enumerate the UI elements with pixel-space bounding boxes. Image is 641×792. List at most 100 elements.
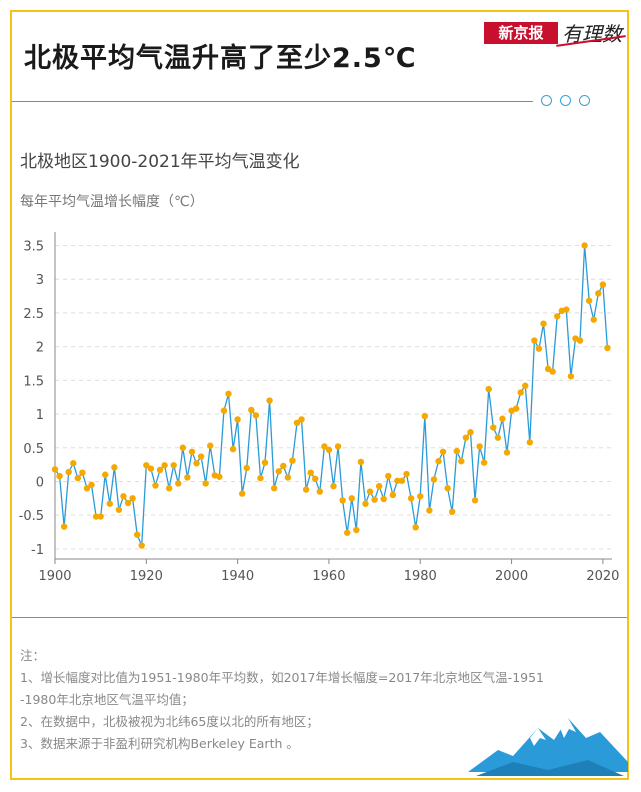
temperature-line <box>54 245 609 546</box>
data-point <box>280 462 287 470</box>
data-point <box>554 313 561 320</box>
data-point <box>161 462 168 469</box>
y-tick-label: 1.5 <box>23 374 44 389</box>
series-line <box>54 245 609 546</box>
data-point <box>348 495 355 502</box>
data-point <box>143 462 150 469</box>
mountain-icon <box>468 718 628 776</box>
data-point <box>129 495 136 502</box>
data-point <box>362 500 369 507</box>
data-point <box>289 457 296 464</box>
data-point <box>133 531 141 538</box>
data-point <box>175 480 182 487</box>
data-point <box>398 477 406 484</box>
data-point <box>270 485 278 492</box>
data-point <box>284 474 292 481</box>
data-point <box>74 474 82 482</box>
data-point <box>225 390 232 398</box>
x-tick-label: 1900 <box>38 569 71 584</box>
data-point <box>248 406 255 414</box>
data-point <box>188 448 196 455</box>
data-point <box>88 481 95 489</box>
y-tick-label: 0 <box>36 475 44 490</box>
data-point <box>458 458 465 465</box>
data-point <box>426 507 433 514</box>
data-point <box>517 389 524 396</box>
data-point <box>512 405 520 412</box>
data-point <box>531 337 538 344</box>
data-point <box>366 488 374 495</box>
data-point <box>234 416 241 423</box>
data-point <box>380 495 387 503</box>
data-point <box>590 316 597 323</box>
y-tick-label: -1 <box>31 543 44 558</box>
data-point <box>202 480 209 487</box>
data-point <box>476 443 483 450</box>
circle-icon <box>579 95 590 106</box>
data-point <box>243 464 250 472</box>
notes-heading: 注： <box>20 648 46 663</box>
header-divider <box>12 101 533 102</box>
data-point <box>229 445 237 453</box>
data-point <box>480 459 488 466</box>
data-point <box>389 491 397 499</box>
data-point <box>312 475 319 482</box>
data-point <box>83 485 91 492</box>
brand-logo: 新京报 <box>484 22 558 44</box>
y-tick-label: 3.5 <box>23 239 44 254</box>
x-tick-label: 1980 <box>404 569 437 584</box>
data-point <box>124 499 132 507</box>
data-point <box>357 458 365 466</box>
data-point <box>540 320 547 327</box>
data-point <box>207 442 214 449</box>
x-tick-label: 1940 <box>221 569 254 584</box>
data-point <box>595 290 602 297</box>
data-point <box>485 385 492 393</box>
x-tick-label: 2000 <box>495 569 528 584</box>
data-point <box>307 469 314 476</box>
data-point <box>585 297 593 304</box>
data-point <box>298 416 305 423</box>
data-point <box>97 513 104 520</box>
data-point <box>417 493 424 500</box>
data-point <box>499 415 506 422</box>
data-point <box>147 465 155 472</box>
data-point <box>394 477 401 484</box>
data-point <box>353 526 360 534</box>
data-point <box>165 485 173 492</box>
data-point <box>412 524 419 531</box>
data-point <box>375 482 383 490</box>
data-point <box>471 497 479 504</box>
data-point <box>266 397 273 404</box>
data-point <box>567 373 575 380</box>
data-point <box>261 459 269 466</box>
note-2: 2、在数据中，北极被视为北纬65度以北的所有地区； <box>20 714 319 729</box>
x-tick-label: 2020 <box>586 569 619 584</box>
data-point <box>102 471 109 478</box>
data-point <box>252 412 260 419</box>
x-tick-label: 1920 <box>130 569 163 584</box>
data-point <box>453 447 460 455</box>
data-point <box>421 412 429 420</box>
note-1-continued: -1980年北京地区气温平均值； <box>20 692 194 707</box>
data-point <box>462 434 470 441</box>
data-point <box>179 444 187 451</box>
data-point <box>549 368 556 375</box>
data-point <box>526 439 534 446</box>
grid-lines <box>55 244 612 550</box>
data-point <box>138 542 145 549</box>
data-point <box>467 429 474 436</box>
y-tick-label: -0.5 <box>19 509 44 524</box>
data-point <box>220 407 228 414</box>
data-point <box>92 513 100 520</box>
note-3: 3、数据来源于非盈利研究机构Berkeley Earth 。 <box>20 736 299 751</box>
data-point <box>371 496 378 503</box>
data-point <box>325 446 333 453</box>
data-point <box>106 500 113 507</box>
data-point <box>197 453 205 460</box>
data-point <box>430 476 438 483</box>
data-point <box>403 470 410 478</box>
y-axis-label: 每年平均气温增长幅度（℃） <box>20 194 204 210</box>
axes: 3.5 3 2.5 2 1.5 1 0.5 0 -0.5 -1 1900 1920 1940 1960 19… <box>19 232 619 584</box>
data-point <box>216 473 223 480</box>
